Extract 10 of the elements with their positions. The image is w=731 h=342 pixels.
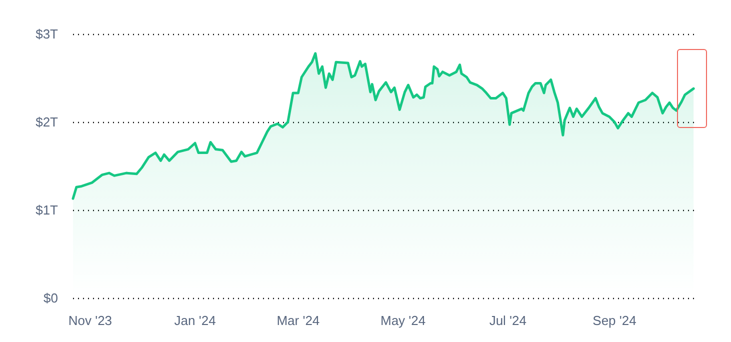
x-tick-label: Mar '24 xyxy=(276,313,320,328)
x-tick-label: Sep '24 xyxy=(592,313,636,328)
y-tick-label: $2T xyxy=(36,114,58,130)
y-tick-label: $1T xyxy=(36,202,58,218)
y-tick-label: $0 xyxy=(44,290,58,306)
x-tick-label: Nov '23 xyxy=(68,313,112,328)
x-tick-label: Jan '24 xyxy=(174,313,216,328)
x-tick-label: May '24 xyxy=(380,313,426,328)
x-tick-label: Jul '24 xyxy=(489,313,526,328)
y-tick-label: $3T xyxy=(36,26,58,42)
